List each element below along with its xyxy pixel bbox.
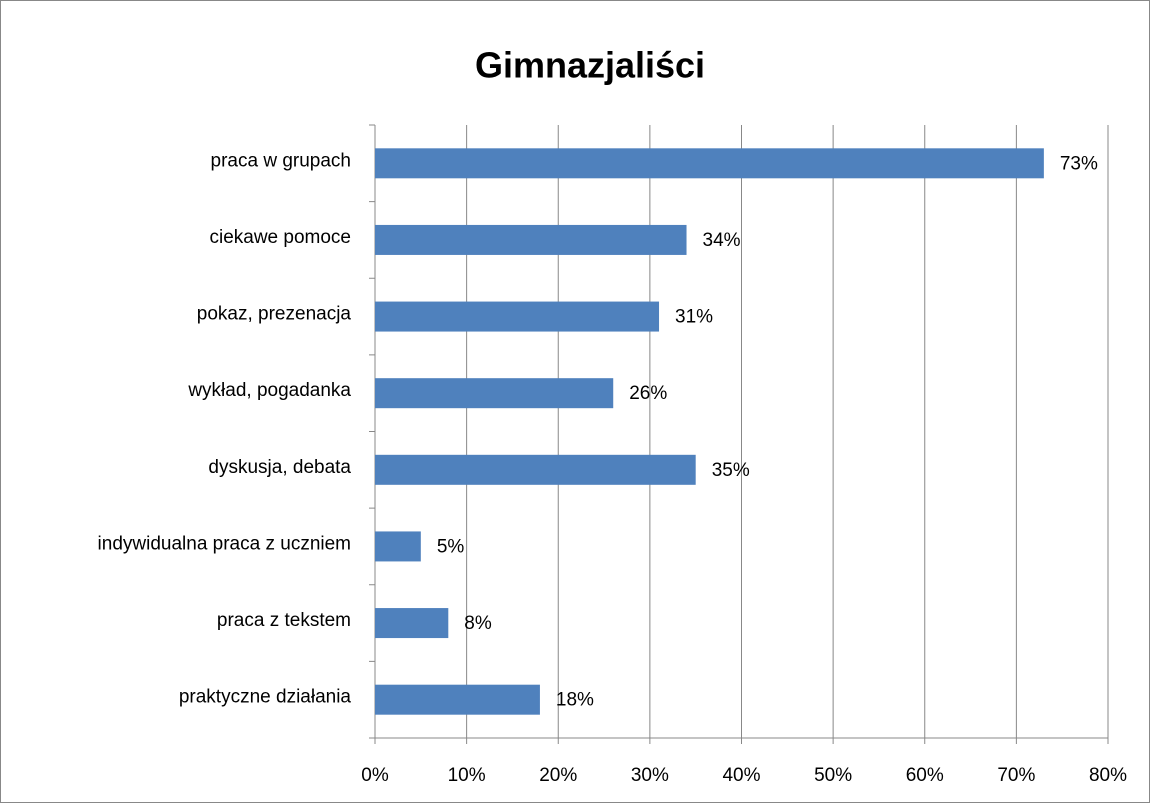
y-tick-label: praca w grupach	[211, 150, 351, 171]
data-label: 34%	[703, 230, 741, 251]
y-tick-label: dyskusja, debata	[208, 457, 351, 478]
y-tick-label: praktyczne działania	[179, 687, 352, 708]
x-tick-label: 70%	[997, 765, 1035, 786]
x-tick-label: 0%	[361, 765, 389, 786]
x-tick-label: 50%	[814, 765, 852, 786]
bar	[375, 148, 1044, 179]
y-tick-label: ciekawe pomoce	[209, 227, 351, 248]
data-label: 5%	[437, 536, 465, 557]
data-label: 31%	[675, 307, 713, 328]
chart-title: Gimnazjaliści	[475, 45, 705, 86]
x-tick-label: 80%	[1089, 765, 1127, 786]
data-label: 18%	[556, 690, 594, 711]
bar	[375, 301, 660, 332]
y-tick-label: indywidualna praca z uczniem	[98, 533, 351, 554]
bar	[375, 378, 614, 409]
bar	[375, 608, 449, 639]
data-label: 26%	[629, 383, 667, 404]
bar	[375, 224, 687, 255]
bar	[375, 684, 540, 715]
y-tick-label: praca z tekstem	[217, 610, 351, 631]
bar	[375, 531, 421, 562]
data-label: 73%	[1060, 153, 1098, 174]
x-tick-label: 30%	[631, 765, 669, 786]
x-tick-label: 10%	[448, 765, 486, 786]
y-tick-label: wykład, pogadanka	[187, 380, 351, 401]
x-tick-label: 20%	[539, 765, 577, 786]
x-tick-label: 40%	[722, 765, 760, 786]
y-tick-label: pokaz, prezenacja	[197, 304, 352, 325]
data-label: 8%	[464, 613, 492, 634]
bar	[375, 454, 696, 485]
x-tick-label: 60%	[906, 765, 944, 786]
data-label: 35%	[712, 460, 750, 481]
